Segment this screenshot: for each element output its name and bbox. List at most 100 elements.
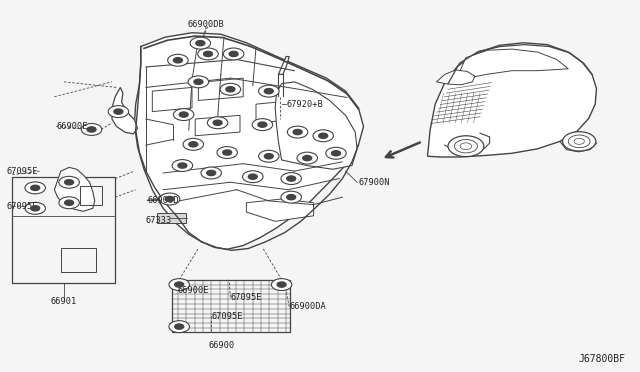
Circle shape — [313, 130, 333, 142]
Circle shape — [226, 87, 235, 92]
Circle shape — [59, 176, 79, 188]
Circle shape — [196, 41, 205, 46]
Circle shape — [223, 150, 232, 155]
Circle shape — [252, 119, 273, 131]
Circle shape — [114, 109, 123, 114]
Circle shape — [460, 143, 472, 150]
Circle shape — [332, 151, 340, 156]
Text: 67095E: 67095E — [6, 202, 38, 211]
Circle shape — [168, 54, 188, 66]
Circle shape — [198, 48, 218, 60]
Circle shape — [183, 138, 204, 150]
Circle shape — [303, 155, 312, 161]
Polygon shape — [278, 57, 289, 74]
Text: J67800BF: J67800BF — [579, 354, 626, 364]
Bar — [172, 280, 290, 332]
Circle shape — [220, 83, 241, 95]
Circle shape — [229, 51, 238, 57]
Circle shape — [159, 193, 180, 205]
Circle shape — [243, 171, 263, 183]
Circle shape — [169, 321, 189, 333]
Circle shape — [574, 138, 584, 144]
Polygon shape — [54, 167, 95, 211]
Polygon shape — [152, 87, 192, 112]
Polygon shape — [458, 49, 568, 78]
Circle shape — [277, 282, 286, 287]
Circle shape — [175, 324, 184, 329]
Circle shape — [65, 200, 74, 205]
Circle shape — [326, 147, 346, 159]
Circle shape — [281, 173, 301, 185]
Text: 67095E: 67095E — [211, 312, 243, 321]
Circle shape — [248, 174, 257, 179]
Circle shape — [169, 279, 189, 291]
Circle shape — [281, 191, 301, 203]
Circle shape — [568, 135, 590, 148]
Circle shape — [165, 196, 174, 202]
Polygon shape — [436, 70, 475, 85]
Text: 67333: 67333 — [146, 217, 172, 225]
Polygon shape — [275, 82, 357, 169]
Circle shape — [188, 76, 209, 88]
Circle shape — [271, 279, 292, 291]
Circle shape — [201, 167, 221, 179]
Circle shape — [259, 85, 279, 97]
Circle shape — [207, 117, 228, 129]
Circle shape — [108, 106, 129, 118]
Circle shape — [173, 58, 182, 63]
Circle shape — [204, 51, 212, 57]
Circle shape — [175, 282, 184, 287]
Text: 67900N: 67900N — [358, 178, 390, 187]
Text: 66901: 66901 — [51, 297, 77, 306]
Circle shape — [25, 182, 45, 194]
Bar — [80, 186, 102, 205]
Circle shape — [190, 37, 211, 49]
Polygon shape — [256, 100, 294, 123]
Circle shape — [448, 136, 484, 157]
Circle shape — [217, 147, 237, 158]
Circle shape — [194, 79, 203, 84]
Circle shape — [264, 89, 273, 94]
Circle shape — [287, 195, 296, 200]
Text: 66900: 66900 — [209, 341, 236, 350]
Circle shape — [59, 197, 79, 209]
Circle shape — [563, 132, 596, 151]
Circle shape — [65, 180, 74, 185]
Circle shape — [178, 163, 187, 168]
Text: 67095E: 67095E — [6, 167, 38, 176]
Text: 66900DB: 66900DB — [188, 20, 225, 29]
Text: 66900E: 66900E — [178, 286, 209, 295]
Polygon shape — [195, 115, 240, 136]
Polygon shape — [112, 87, 138, 134]
Polygon shape — [198, 78, 243, 100]
Circle shape — [87, 127, 96, 132]
Circle shape — [25, 202, 45, 214]
Circle shape — [81, 124, 102, 135]
Circle shape — [179, 112, 188, 117]
Circle shape — [172, 160, 193, 171]
Circle shape — [287, 176, 296, 181]
Circle shape — [189, 142, 198, 147]
Circle shape — [223, 48, 244, 60]
Circle shape — [31, 206, 40, 211]
Polygon shape — [134, 33, 364, 249]
Circle shape — [173, 109, 194, 121]
Text: 66900E: 66900E — [56, 122, 88, 131]
Circle shape — [454, 140, 477, 153]
Circle shape — [258, 122, 267, 127]
Polygon shape — [246, 199, 314, 221]
Text: 67920+B: 67920+B — [286, 100, 323, 109]
Bar — [61, 248, 96, 272]
Circle shape — [31, 185, 40, 190]
Circle shape — [293, 129, 302, 135]
Circle shape — [264, 154, 273, 159]
Text: 66900D: 66900D — [147, 196, 179, 205]
Circle shape — [259, 150, 279, 162]
Circle shape — [297, 152, 317, 164]
Circle shape — [213, 120, 222, 125]
Circle shape — [207, 170, 216, 176]
Circle shape — [319, 133, 328, 138]
Bar — [12, 177, 115, 283]
Text: 67095E: 67095E — [230, 293, 262, 302]
Circle shape — [287, 126, 308, 138]
